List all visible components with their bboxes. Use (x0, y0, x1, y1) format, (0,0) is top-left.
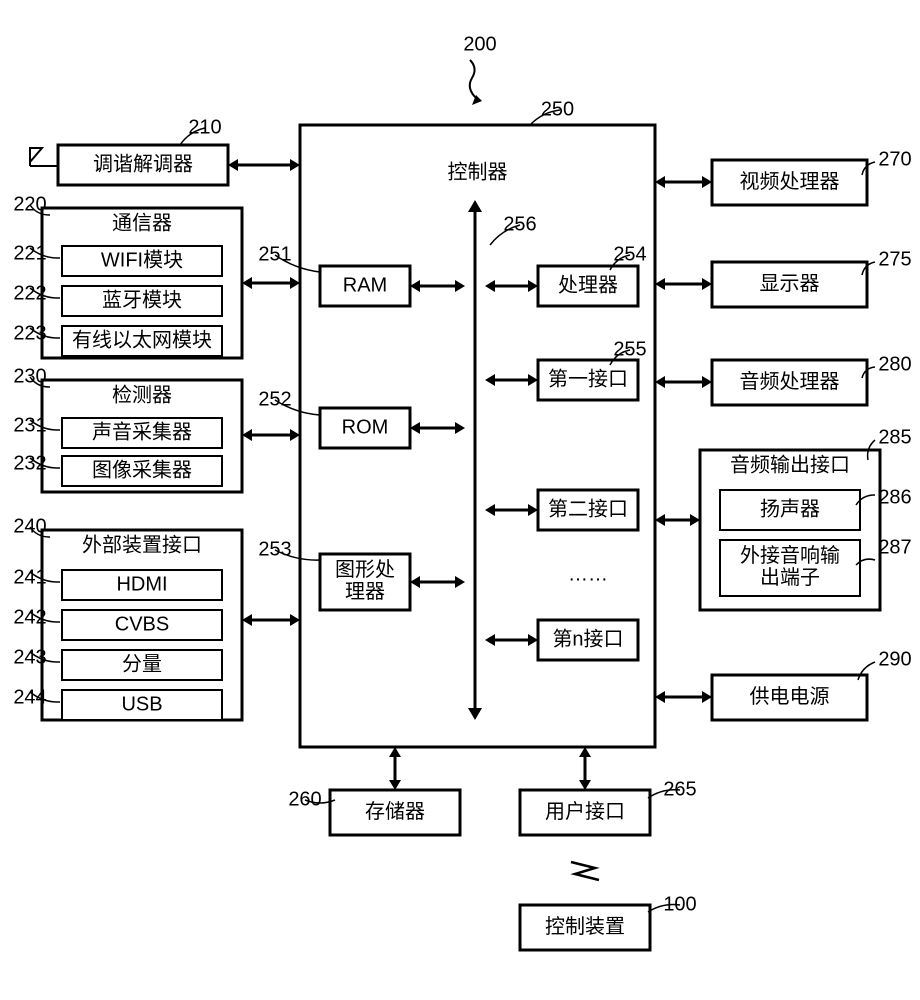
ref-ext-3: 244 (13, 686, 46, 708)
ref-ext-0: 241 (13, 566, 46, 588)
ref-detector: 230 (13, 365, 46, 387)
comm-title: 通信器 (112, 211, 172, 234)
ref-storage: 260 (288, 788, 321, 810)
ext-title: 外部装置接口 (82, 533, 202, 556)
detector-title: 检测器 (112, 383, 172, 406)
audio-out-item-label: 扬声器 (760, 497, 820, 520)
ref-ext-2: 243 (13, 646, 46, 668)
if2-label: 第二接口 (548, 497, 628, 520)
ref-display: 275 (878, 248, 911, 270)
ref-cpu: 254 (613, 243, 646, 265)
ref-power: 290 (878, 648, 911, 670)
comm-item-label: WIFI模块 (101, 248, 183, 271)
ref-comm-0: 221 (13, 242, 46, 264)
ext-item-label: USB (121, 693, 162, 715)
ref-detector-0: 231 (13, 414, 46, 436)
audio-label: 音频处理器 (740, 370, 840, 393)
ref-tuner: 210 (188, 116, 221, 138)
ctrldev-label: 控制装置 (545, 915, 625, 938)
ref-controller: 250 (541, 98, 574, 120)
power-label: 供电电源 (750, 685, 830, 708)
display-label: 显示器 (760, 273, 820, 295)
ref-audio-out: 285 (878, 426, 911, 448)
ref-ext: 240 (13, 515, 46, 537)
interface-dots: …… (568, 563, 608, 585)
userif-label: 用户接口 (545, 800, 625, 823)
comm-item-label: 蓝牙模块 (102, 288, 182, 311)
ref-ext-1: 242 (13, 606, 46, 628)
comm-item-label: 有线以太网模块 (72, 328, 212, 351)
ram-label: RAM (343, 274, 387, 296)
ref-system: 200 (463, 33, 496, 55)
ref-bus: 256 (503, 213, 536, 235)
storage-label: 存储器 (365, 800, 425, 823)
detector-item-label: 图像采集器 (92, 458, 192, 481)
rom-label: ROM (342, 416, 389, 438)
antenna-icon (30, 148, 42, 166)
ref-video: 270 (878, 148, 911, 170)
audio-out-title: 音频输出接口 (730, 453, 850, 476)
ext-item-label: CVBS (115, 613, 169, 635)
ref-if1: 255 (613, 338, 646, 360)
ref-comm-1: 222 (13, 282, 46, 304)
detector-item-label: 声音采集器 (92, 420, 192, 443)
ext-item-label: 分量 (122, 652, 162, 675)
ifn-label: 第n接口 (552, 627, 623, 650)
wireless-zigzag (571, 862, 599, 880)
ref-audio: 280 (878, 353, 911, 375)
controller-title: 控制器 (448, 160, 508, 183)
ref-comm-2: 223 (13, 322, 46, 344)
ref-detector-1: 232 (13, 452, 46, 474)
ref-audio-out-0: 286 (878, 486, 911, 508)
ref-audio-out-1: 287 (878, 536, 911, 558)
ref-gpu: 253 (258, 538, 291, 560)
squiggle-arrow (470, 60, 476, 98)
video-label: 视频处理器 (740, 170, 840, 193)
if1-label: 第一接口 (548, 367, 628, 390)
ext-item-label: HDMI (116, 573, 167, 595)
ref-comm: 220 (13, 193, 46, 215)
tuner-label: 调谐解调器 (93, 152, 193, 175)
cpu-label: 处理器 (558, 273, 618, 296)
